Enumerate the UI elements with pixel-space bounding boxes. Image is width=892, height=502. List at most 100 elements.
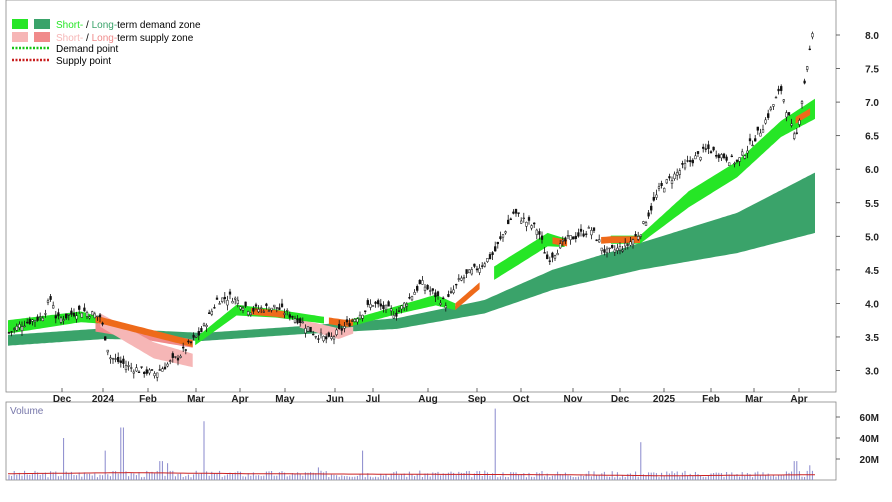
candle — [223, 292, 226, 304]
candle — [569, 235, 572, 245]
candle — [538, 228, 541, 240]
candle — [751, 140, 754, 147]
candle — [657, 182, 661, 192]
candle — [400, 305, 403, 314]
candle — [772, 104, 775, 110]
candle — [598, 234, 601, 243]
candle — [327, 331, 330, 338]
candle — [83, 303, 86, 312]
candle — [254, 302, 258, 311]
candle — [70, 307, 73, 317]
candle — [158, 364, 161, 371]
candle — [221, 297, 224, 304]
candle — [57, 308, 60, 320]
x-tick-label: 2024 — [92, 394, 115, 405]
candle — [20, 321, 24, 336]
candle — [52, 301, 55, 309]
candle — [488, 252, 492, 260]
x-tick-label: Nov — [564, 394, 583, 405]
candle — [130, 362, 133, 372]
demand-short-zone-1 — [195, 304, 324, 346]
candle — [624, 238, 627, 251]
candle — [660, 180, 663, 189]
candle — [140, 366, 143, 369]
candles-layer — [7, 31, 814, 382]
candle — [481, 262, 484, 270]
zones-layer — [8, 98, 815, 368]
candle — [520, 217, 523, 224]
volume-y-tick-label: 60M — [860, 413, 879, 424]
x-tick-label: 2025 — [653, 394, 676, 405]
candle — [735, 159, 739, 164]
candle — [304, 324, 307, 338]
candle — [397, 307, 401, 312]
candle — [262, 309, 265, 313]
candle — [161, 366, 164, 372]
candle — [616, 243, 619, 255]
candle — [210, 308, 213, 317]
candle — [689, 156, 692, 167]
candle — [777, 85, 780, 95]
candle — [720, 153, 723, 161]
candle — [535, 228, 538, 240]
candle — [767, 109, 770, 121]
y-tick-label: 7.0 — [865, 98, 879, 109]
candle — [104, 336, 107, 341]
candle — [273, 304, 276, 310]
candle — [286, 308, 289, 316]
candle — [595, 239, 598, 242]
candle — [132, 369, 135, 379]
candle — [717, 153, 720, 162]
candle — [410, 295, 414, 301]
volume-y-tick-label: 20M — [860, 455, 879, 466]
candle — [361, 314, 364, 322]
candle — [218, 301, 221, 305]
volume-title: Volume — [10, 406, 44, 417]
candle — [234, 296, 237, 305]
candle — [512, 209, 515, 215]
candle — [655, 189, 658, 201]
candle — [793, 131, 796, 141]
candle — [135, 364, 138, 372]
candle — [431, 288, 434, 295]
candle — [629, 236, 632, 247]
candle — [514, 208, 518, 217]
candle — [686, 155, 689, 163]
transition-zone-3 — [455, 282, 480, 311]
candle — [174, 356, 177, 359]
candle — [509, 217, 512, 221]
candle — [200, 326, 203, 333]
candle — [265, 302, 268, 310]
candle — [691, 158, 694, 167]
candle — [704, 143, 707, 153]
candle — [317, 334, 320, 344]
candle — [434, 289, 437, 303]
candle — [270, 307, 273, 313]
legend-demand-short-swatch — [12, 19, 28, 29]
candle — [527, 215, 531, 225]
demand-short-zone-0 — [8, 311, 98, 334]
candle — [548, 256, 551, 265]
candle — [670, 176, 674, 189]
candle — [382, 301, 385, 313]
y-tick-label: 4.5 — [865, 266, 879, 277]
candle — [665, 178, 668, 185]
candle — [371, 305, 375, 307]
candle — [442, 296, 445, 300]
demand-long-zone — [8, 172, 815, 346]
transition-zone-0 — [95, 316, 193, 347]
candle — [678, 168, 681, 179]
candle — [553, 254, 557, 261]
candle — [761, 124, 765, 133]
candle — [590, 227, 593, 240]
candle — [603, 245, 606, 256]
candle — [707, 140, 710, 155]
candle — [166, 362, 169, 368]
legend-supply-long-swatch — [34, 32, 50, 42]
legend-demand-zone-label: Short- / Long-term demand zone — [56, 20, 201, 31]
candle — [28, 316, 31, 325]
candle — [205, 323, 208, 332]
x-tick-label: Mar — [745, 394, 763, 405]
demand-short-zone-4 — [610, 98, 815, 244]
